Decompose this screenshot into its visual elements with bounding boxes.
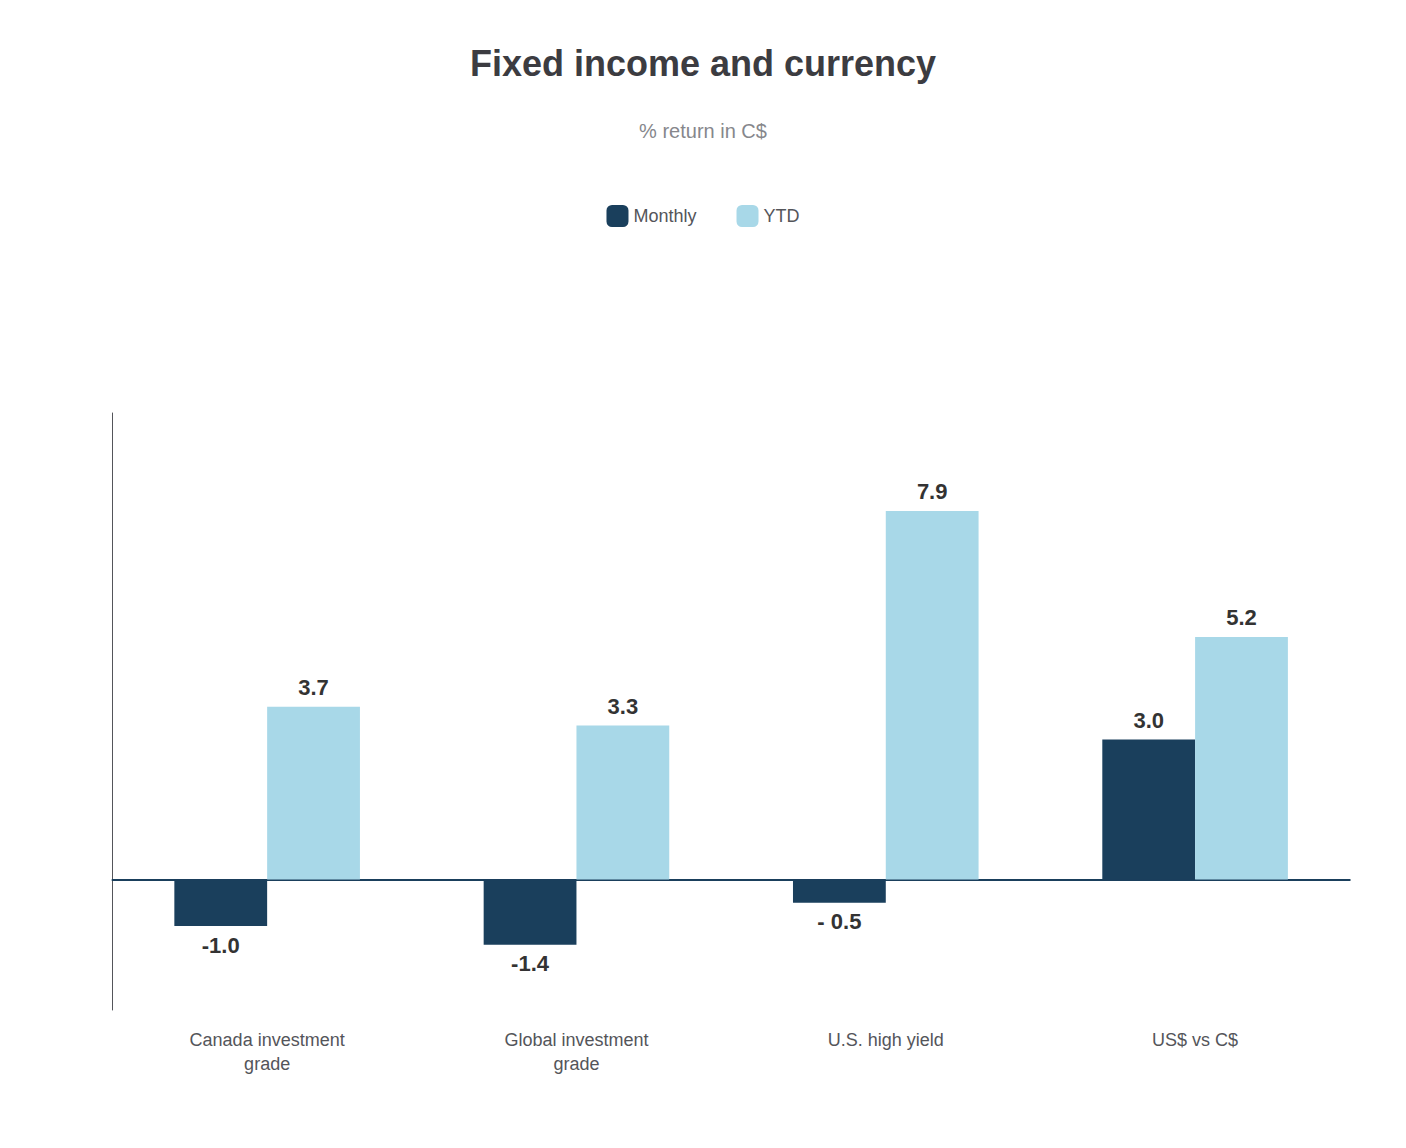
svg-text:-1.4: -1.4 bbox=[511, 951, 550, 976]
svg-text:3.7: 3.7 bbox=[298, 675, 329, 700]
svg-text:- 0.5: - 0.5 bbox=[817, 909, 861, 934]
svg-text:Canada investment: Canada investment bbox=[190, 1030, 345, 1050]
svg-text:3.3: 3.3 bbox=[608, 694, 639, 719]
svg-text:Monthly: Monthly bbox=[633, 206, 696, 226]
svg-text:US$ vs C$: US$ vs C$ bbox=[1152, 1030, 1238, 1050]
svg-text:grade: grade bbox=[244, 1054, 290, 1074]
svg-text:Global investment: Global investment bbox=[504, 1030, 648, 1050]
svg-text:-1.0: -1.0 bbox=[202, 933, 240, 958]
svg-text:5.2: 5.2 bbox=[1226, 605, 1257, 630]
svg-text:grade: grade bbox=[553, 1054, 599, 1074]
svg-text:7.9: 7.9 bbox=[917, 479, 948, 504]
svg-text:YTD: YTD bbox=[764, 206, 800, 226]
svg-text:3.0: 3.0 bbox=[1133, 708, 1164, 733]
svg-text:Fixed income and currency: Fixed income and currency bbox=[470, 43, 936, 84]
svg-text:% return in C$: % return in C$ bbox=[639, 120, 767, 142]
svg-text:U.S. high yield: U.S. high yield bbox=[828, 1030, 944, 1050]
